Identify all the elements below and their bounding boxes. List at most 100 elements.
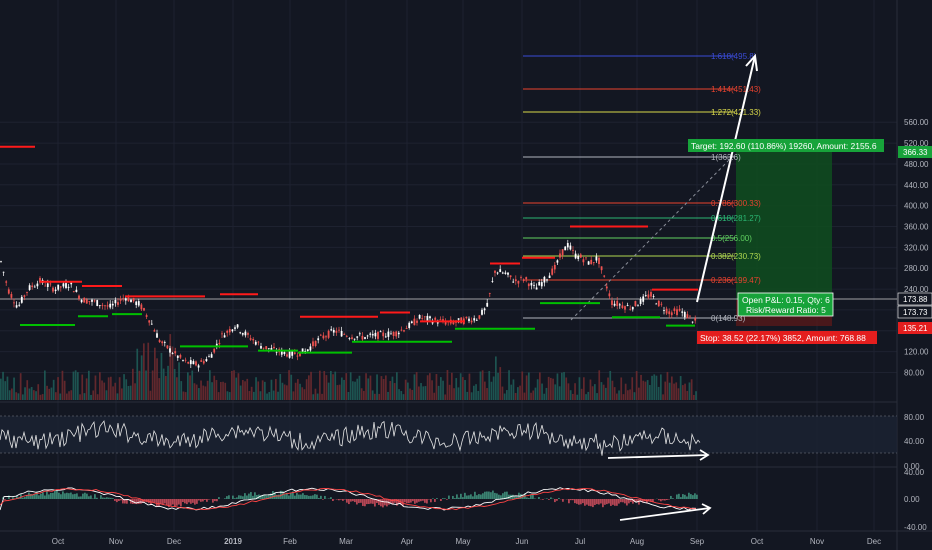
volume-bar: [39, 394, 42, 400]
macd-histogram-bar: [70, 492, 72, 499]
macd-histogram-bar: [662, 499, 664, 501]
volume-bar: [209, 370, 211, 400]
candle-body: [556, 260, 559, 263]
volume-bar: [646, 380, 649, 400]
macd-histogram-bar: [398, 499, 400, 504]
macd-pane: [0, 487, 698, 511]
macd-histogram-bar: [500, 495, 502, 499]
macd-histogram-bar: [304, 495, 306, 499]
candle-body: [39, 277, 41, 283]
macd-histogram-bar: [138, 499, 140, 504]
candle-body: [254, 341, 257, 345]
candle-body: [91, 299, 93, 302]
candle-body: [33, 286, 36, 288]
candle-body: [239, 332, 242, 334]
open-pl-label[interactable]: Open P&L: 0.15, Qty: 6 Risk/Reward Ratio…: [737, 292, 834, 317]
macd-histogram-bar: [52, 492, 54, 499]
candle-body: [36, 283, 39, 287]
candle-body: [26, 291, 28, 293]
volume-bar: [24, 387, 26, 400]
candle-body: [189, 360, 192, 365]
candle-body: [247, 333, 249, 335]
macd-histogram-bar: [260, 495, 262, 499]
volume-bar: [600, 382, 603, 400]
candle-body: [390, 333, 392, 335]
candle-body: [223, 335, 226, 338]
volume-bar: [138, 370, 141, 400]
macd-histogram-bar: [506, 491, 508, 499]
volume-bar: [473, 385, 475, 400]
volume-bar: [41, 394, 44, 400]
candle-body: [559, 253, 561, 258]
candle-body: [681, 311, 684, 313]
macd-histogram-bar: [194, 499, 196, 505]
macd-histogram-bar: [82, 493, 84, 499]
volume-bar: [283, 384, 286, 400]
macd-histogram-bar: [22, 497, 24, 499]
macd-histogram-bar: [352, 499, 354, 502]
svg-text:173.73: 173.73: [903, 308, 928, 317]
candle-body: [130, 299, 132, 303]
candle-body: [665, 308, 668, 314]
time-tick-label: Sep: [690, 537, 705, 546]
macd-histogram-bar: [274, 492, 276, 499]
volume-bar: [664, 381, 667, 400]
volume-bar: [587, 391, 590, 400]
candle-body: [314, 340, 317, 346]
candle-body: [538, 282, 541, 286]
fibonacci-extension[interactable]: 1.618(495.8) 1.414(451.43) 1.272(421.33) 1(…: [523, 52, 761, 323]
time-tick-label: Nov: [109, 537, 123, 546]
macd-histogram-bar: [214, 499, 216, 502]
macd-histogram-bar: [190, 499, 192, 504]
volume-bar: [156, 358, 158, 400]
macd-histogram-bar: [264, 494, 266, 499]
volume-bar: [360, 388, 363, 400]
macd-histogram-bar: [532, 494, 534, 499]
volume-bar: [103, 382, 106, 400]
candle-body: [361, 335, 364, 340]
candle-body: [566, 243, 569, 248]
macd-histogram-bar: [378, 499, 380, 505]
macd-histogram-bar: [158, 499, 160, 507]
candle-body: [379, 331, 382, 333]
macd-histogram-bar: [200, 499, 202, 502]
volume-bar: [679, 376, 682, 400]
candle-body: [410, 321, 413, 324]
macd-histogram-bar: [292, 491, 294, 499]
candle-body: [62, 283, 65, 287]
time-axis[interactable]: Oct Nov Dec 2019 Feb Mar Apr May Jun Jul Aug Sep Oct…: [52, 537, 881, 546]
volume-bar: [479, 371, 482, 400]
fib-level-label: 0.786(300.33): [711, 199, 761, 208]
time-tick-label: Jun: [516, 537, 529, 546]
volume-bar: [118, 377, 121, 400]
volume-bar: [653, 374, 656, 400]
macd-histogram-bar: [286, 492, 288, 499]
price-tick-label: 320.00: [904, 243, 929, 252]
macd-histogram-bar: [460, 493, 462, 499]
candle-body: [306, 349, 309, 352]
volume-bar: [147, 342, 150, 400]
macd-histogram-bar: [470, 494, 472, 499]
target-label[interactable]: Target: 192.60 (110.86%) 19260, Amount: …: [688, 139, 884, 152]
macd-histogram-bar: [404, 499, 406, 503]
stop-label[interactable]: Stop: 38.52 (22.17%) 3852, Amount: 768.8…: [697, 331, 877, 344]
candle-body: [673, 308, 676, 311]
macd-histogram-bar: [106, 497, 108, 499]
volume-bar: [193, 383, 196, 400]
candle-body: [533, 285, 535, 286]
price-tick-label: 280.00: [904, 264, 929, 273]
macd-histogram-bar: [366, 499, 368, 505]
volume-bar: [336, 385, 339, 400]
macd-histogram-bar: [636, 499, 638, 503]
macd-histogram-bar: [596, 499, 598, 505]
volume-bar: [468, 373, 471, 400]
volume-bar: [633, 392, 636, 400]
candle-body: [512, 281, 515, 283]
volume-bar: [371, 390, 374, 400]
candle-body: [392, 331, 395, 337]
projection-arrow: [696, 53, 758, 303]
macd-histogram-bar: [472, 496, 474, 499]
volume-bar: [112, 386, 114, 400]
candle-body: [553, 264, 556, 270]
